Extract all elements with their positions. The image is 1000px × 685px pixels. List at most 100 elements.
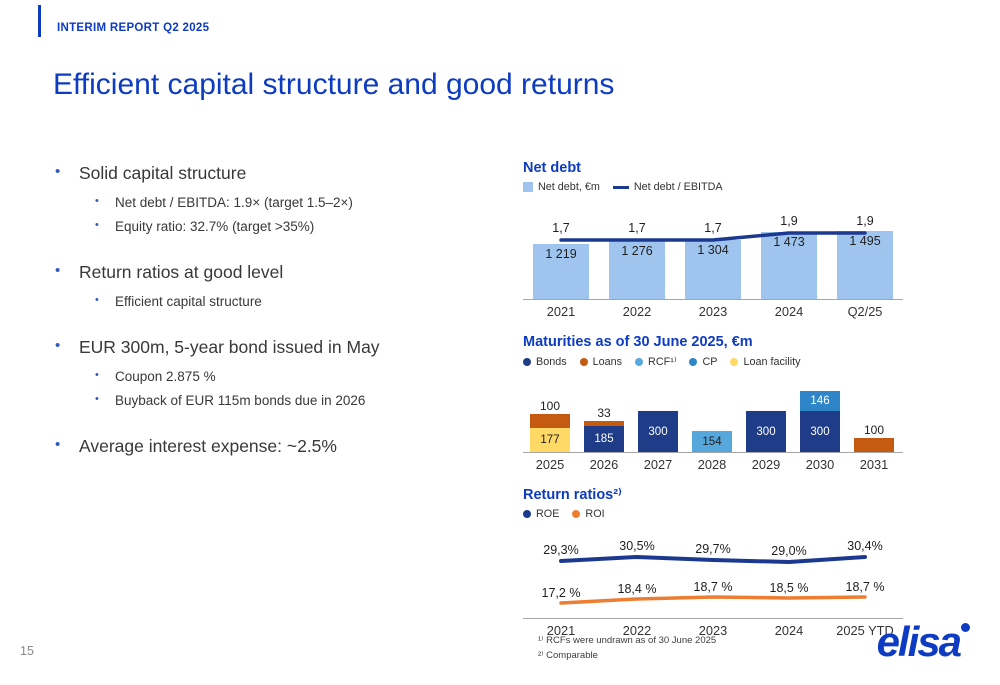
maturity-column: 100	[847, 374, 901, 452]
roe-value-label: 29,7%	[695, 542, 731, 556]
x-axis-label: 2023	[698, 304, 728, 319]
bullet-group: • EUR 300m, 5-year bond issued in May • Cou…	[55, 337, 505, 408]
legend-item: Loan facility	[730, 355, 801, 368]
return-ratios-x-axis: 2021 2022 2023 2024 2025 YTD	[523, 623, 903, 638]
sub-bullet-item: • Net debt / EBITDA: 1.9× (target 1.5–2×)	[95, 195, 505, 210]
maturity-segment-loans	[584, 421, 624, 426]
roe-value-label: 30,4%	[847, 539, 883, 553]
legend-label: Net debt / EBITDA	[633, 181, 723, 193]
x-axis-label: 2024	[774, 623, 804, 638]
legend-label: Loans	[592, 355, 623, 368]
legend-label: Loan facility	[743, 355, 801, 368]
legend-dot-marker-icon	[523, 357, 531, 366]
bullet-list: • Solid capital structure • Net debt / EBIT…	[55, 163, 505, 485]
footnote-rcf: ¹⁾ RCFs were undrawn as of 30 June 2025	[538, 635, 717, 646]
legend-item: Net debt / EBITDA	[612, 181, 723, 193]
roi-value-label: 17,2 %	[541, 586, 581, 600]
legend-dot-marker-icon	[689, 357, 698, 366]
bullet-group: • Solid capital structure • Net debt / EBIT…	[55, 163, 505, 234]
bullet-text: Solid capital structure	[79, 163, 247, 183]
net-debt-bar: 1 276	[609, 241, 665, 299]
x-axis-label: 2030	[805, 457, 835, 472]
net-debt-bar: 1 495	[837, 231, 893, 299]
bullet-text: EUR 300m, 5-year bond issued in May	[79, 337, 380, 357]
maturity-column: 33 185	[577, 374, 631, 452]
legend-dot-marker-icon	[523, 510, 531, 518]
footnotes: ¹⁾ RCFs were undrawn as of 30 June 2025 …	[538, 633, 716, 663]
top-left-accent-bar	[38, 5, 41, 37]
x-axis-label: 2022	[622, 623, 652, 638]
maturities-plot: 100 177 33 185 300 154 300 146 300 100	[523, 374, 903, 453]
roi-value-label: 18,7 %	[845, 580, 885, 594]
x-axis-label: 2023	[698, 623, 728, 638]
net-debt-bar-column: 1 304	[675, 199, 751, 299]
x-axis-label: 2021	[546, 304, 576, 319]
net-debt-bar: 1 304	[685, 240, 741, 299]
x-axis-label: 2022	[622, 304, 652, 319]
maturity-segment-loans	[854, 438, 894, 452]
net-debt-chart: Net debt Net debt, €m Net debt / EBITDA 1…	[523, 160, 918, 319]
roe-value-label: 30,5%	[619, 539, 655, 553]
return-ratios-legend: ROE ROI	[523, 508, 918, 520]
bullet-item: • Return ratios at good level	[55, 262, 505, 283]
maturity-column: 100 177	[523, 374, 577, 452]
sub-bullet-marker-icon: •	[95, 294, 99, 306]
net-debt-bar: 1 219	[533, 244, 589, 299]
sub-bullet-marker-icon: •	[95, 195, 99, 207]
legend-item: CP	[689, 356, 717, 368]
legend-item: Net debt, €m	[523, 181, 600, 193]
maturities-chart: Maturities as of 30 June 2025, €m Bonds L…	[523, 334, 918, 472]
bullet-group: • Return ratios at good level • Efficient c…	[55, 262, 505, 309]
sub-bullet-item: • Buyback of EUR 115m bonds due in 2026	[95, 393, 505, 408]
bullet-item: • Average interest expense: ~2.5%	[55, 436, 505, 457]
x-axis-label: 2027	[643, 457, 673, 472]
net-debt-bar-column: 1 276	[599, 199, 675, 299]
sub-bullet-marker-icon: •	[95, 369, 99, 381]
ebitda-ratio-label: 1,7	[552, 221, 570, 235]
return-ratios-chart-title: Return ratios²⁾	[523, 487, 622, 503]
return-ratios-chart: Return ratios²⁾ ROE ROI 29,3% 30,5% 29,7% 29…	[523, 487, 918, 638]
x-axis-label: 2025 YTD	[836, 623, 894, 638]
x-axis-label: 2021	[546, 623, 576, 638]
x-axis-label: 2028	[697, 457, 727, 472]
roe-value-label: 29,0%	[771, 544, 807, 558]
page-title: Efficient capital structure and good ret…	[53, 68, 615, 101]
bullet-marker-icon: •	[55, 436, 61, 453]
maturity-segment-bonds: 300	[746, 411, 786, 452]
x-axis-label: Q2/25	[847, 304, 883, 319]
legend-item: RCF¹⁾	[635, 355, 676, 368]
legend-item: Bonds	[523, 356, 567, 368]
legend-item: ROI	[572, 508, 605, 520]
report-eyebrow: INTERIM REPORT Q2 2025	[57, 22, 210, 34]
ebitda-ratio-label: 1,7	[628, 221, 646, 235]
legend-label: CP	[702, 355, 718, 368]
return-ratios-plot: 29,3% 30,5% 29,7% 29,0% 30,4% 17,2 % 18,4 % 18,…	[523, 526, 903, 619]
legend-line-marker-icon	[612, 185, 629, 189]
footnote-comparable: ²⁾ Comparable	[538, 650, 598, 662]
x-axis-label: 2031	[859, 457, 889, 472]
maturity-segment-cp: 146	[800, 391, 840, 411]
legend-dot-marker-icon	[635, 357, 644, 366]
net-debt-chart-title: Net debt	[523, 160, 581, 176]
maturity-segment-bonds: 300	[638, 411, 678, 452]
net-debt-bar-column: 1 219	[523, 199, 599, 299]
net-debt-bars: 1 219 1 276 1 304 1 473 1 495	[523, 199, 903, 299]
net-debt-x-axis: 2021 2022 2023 2024 Q2/25	[523, 304, 903, 319]
roi-value-label: 18,4 %	[617, 582, 657, 596]
legend-label: Net debt, €m	[538, 181, 600, 193]
bullet-marker-icon: •	[55, 262, 61, 279]
sub-bullet-marker-icon: •	[95, 393, 99, 405]
bullet-item: • Solid capital structure	[55, 163, 505, 184]
sub-bullet-item: • Equity ratio: 32.7% (target >35%)	[95, 219, 505, 234]
maturity-segment-loan_facility: 177	[530, 428, 570, 452]
ebitda-ratio-label: 1,7	[704, 221, 722, 235]
sub-bullet-text: Equity ratio: 32.7% (target >35%)	[115, 219, 315, 234]
maturities-x-axis: 2025 2026 2027 2028 2029 2030 2031	[523, 457, 903, 472]
charts-column: Net debt Net debt, €m Net debt / EBITDA 1…	[523, 160, 918, 638]
x-axis-label: 2026	[589, 457, 619, 472]
bullet-marker-icon: •	[55, 337, 61, 354]
maturity-column: 300	[631, 374, 685, 452]
roi-value-label: 18,7 %	[693, 580, 733, 594]
legend-item: ROE	[523, 508, 559, 520]
maturity-column: 300	[739, 374, 793, 452]
